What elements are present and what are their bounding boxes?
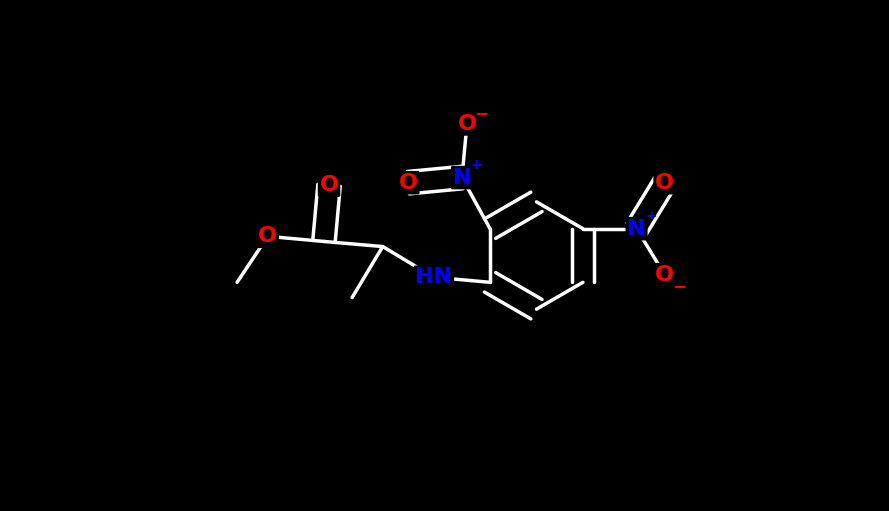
Text: +: + [645, 209, 657, 223]
Text: −: − [475, 104, 488, 122]
Text: O: O [655, 173, 674, 193]
Text: O: O [319, 175, 339, 195]
Text: O: O [655, 265, 674, 285]
Text: −: − [672, 277, 686, 295]
Text: N: N [453, 168, 471, 188]
Text: +: + [470, 158, 482, 172]
Text: O: O [259, 226, 277, 246]
Text: O: O [399, 173, 418, 193]
Text: N: N [628, 219, 645, 239]
Text: O: O [458, 114, 477, 134]
Text: HN: HN [415, 267, 453, 287]
